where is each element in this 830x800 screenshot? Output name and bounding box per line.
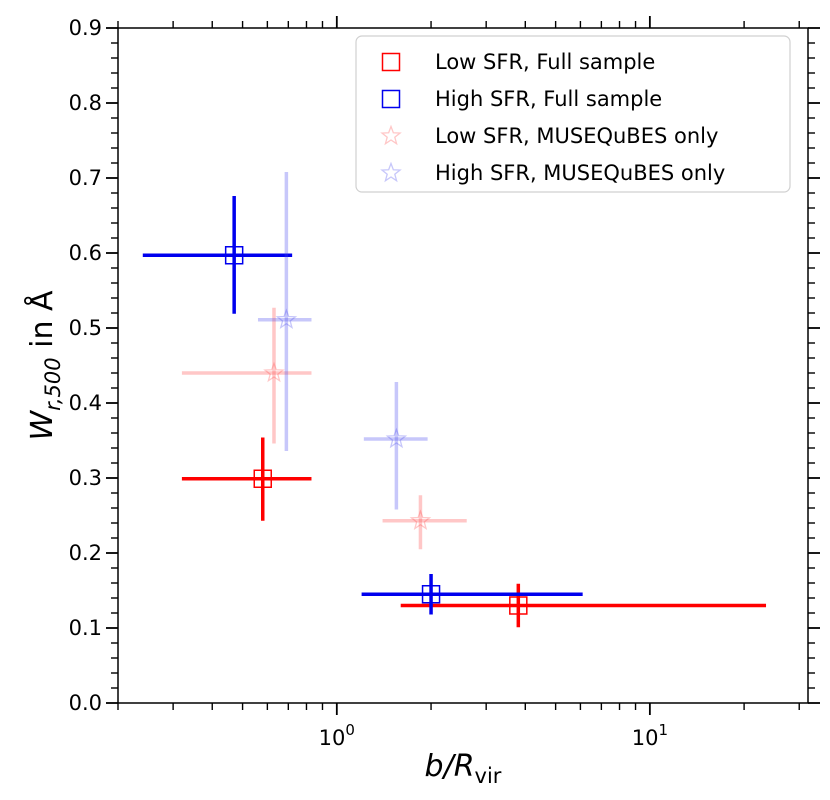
y-tick-label: 0.5 xyxy=(69,316,102,340)
markers-layer xyxy=(224,246,528,615)
y-tick-label: 0.6 xyxy=(69,241,102,265)
star-marker-s2-p1 xyxy=(409,509,432,530)
legend: Low SFR, Full sample High SFR, Full sampl… xyxy=(355,35,791,193)
y-tick-label: 0.2 xyxy=(69,541,102,565)
y-tick-label: 0.1 xyxy=(69,616,102,640)
legend-marker-0 xyxy=(381,52,401,72)
legend-marker-3 xyxy=(380,161,402,183)
star-marker-s3-p0 xyxy=(275,308,298,329)
y-tick-label: 0.8 xyxy=(69,91,102,115)
star-marker-s3-p1 xyxy=(385,427,408,449)
y-tick-label: 0.7 xyxy=(69,166,102,190)
legend-label-2: Low SFR, MUSEQuBES only xyxy=(435,124,718,148)
y-tick-label: 0.3 xyxy=(69,466,102,490)
y-tick-label: 0.4 xyxy=(69,391,102,415)
legend-marker-1 xyxy=(381,89,401,109)
axes-layer: 100 101 0.0 0.1 0.2 0.3 0.4 0.5 0.6 0.7 0.8 0.9 b/Rv… xyxy=(24,16,820,788)
errorbars-layer xyxy=(142,172,767,628)
legend-label-3: High SFR, MUSEQuBES only xyxy=(435,161,725,185)
square-marker-s1-p0 xyxy=(224,246,244,265)
y-axis-label: Wr,500 in Å xyxy=(24,290,65,441)
legend-label-0: Low SFR, Full sample xyxy=(435,50,655,74)
x-tick-label: 101 xyxy=(632,721,668,750)
star-marker-s2-p0 xyxy=(263,361,285,383)
legend-marker-2 xyxy=(380,124,402,146)
x-tick-label: 100 xyxy=(319,721,355,750)
y-tick-label: 0.0 xyxy=(69,691,102,715)
legend-frame xyxy=(355,35,791,193)
square-marker-s0-p1 xyxy=(509,596,528,615)
legend-label-1: High SFR, Full sample xyxy=(435,87,662,111)
plot-frame xyxy=(117,27,809,704)
x-axis-label: b/Rvir xyxy=(425,749,502,788)
y-tick-label: 0.9 xyxy=(69,16,102,40)
square-marker-s1-p1 xyxy=(421,585,441,604)
square-marker-s0-p0 xyxy=(253,469,273,488)
